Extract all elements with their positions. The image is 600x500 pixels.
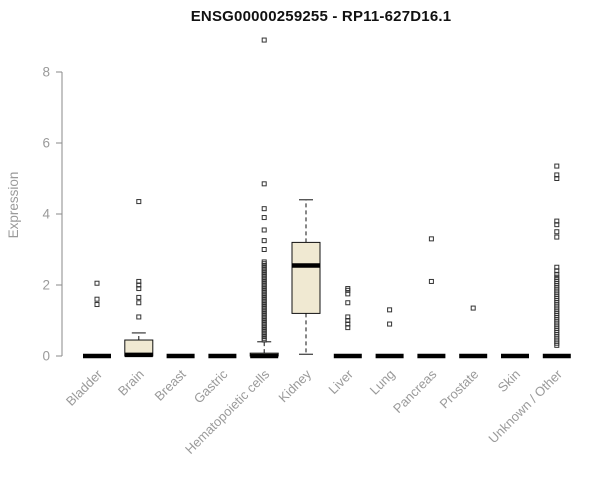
outlier-point bbox=[136, 199, 142, 205]
box-prostate bbox=[459, 305, 488, 359]
outlier-point bbox=[554, 264, 560, 270]
y-tick-label: 8 bbox=[42, 65, 50, 80]
outlier-point bbox=[136, 300, 142, 306]
outlier-point bbox=[554, 218, 560, 224]
outlier-point bbox=[554, 172, 560, 178]
outlier-point bbox=[554, 229, 560, 235]
outlier-point bbox=[554, 274, 560, 280]
box-bladder bbox=[83, 280, 111, 359]
outlier-point bbox=[136, 294, 142, 300]
outlier-point bbox=[261, 215, 267, 221]
iqr-box bbox=[291, 241, 321, 314]
y-axis-title: Expression bbox=[6, 171, 21, 239]
box-liver bbox=[333, 286, 362, 359]
outlier-point bbox=[345, 300, 351, 306]
outlier-point bbox=[94, 296, 100, 302]
x-tick-label: Breast bbox=[152, 366, 189, 403]
chart-title: ENSG00000259255 - RP11-627D16.1 bbox=[190, 8, 452, 25]
outlier-point bbox=[94, 280, 100, 286]
x-tick-label: Lung bbox=[367, 367, 398, 398]
y-axis: 0 2 4 6 8 bbox=[42, 65, 63, 364]
outlier-point bbox=[261, 206, 267, 212]
outlier-point bbox=[261, 181, 267, 187]
y-tick-label: 4 bbox=[42, 207, 50, 222]
y-tick-label: 6 bbox=[42, 136, 50, 151]
outlier-point bbox=[428, 236, 434, 242]
outlier-point bbox=[387, 321, 393, 327]
box-lung bbox=[375, 307, 404, 359]
x-tick-label: Brain bbox=[115, 367, 147, 399]
outlier-point bbox=[387, 307, 393, 313]
outlier-point bbox=[261, 259, 267, 265]
x-tick-label: Unknown / Other bbox=[485, 366, 565, 446]
x-tick-label: Prostate bbox=[436, 367, 481, 412]
box-hematopoietic-cells bbox=[249, 37, 279, 359]
box-kidney bbox=[291, 199, 321, 355]
outlier-point bbox=[261, 37, 267, 43]
outlier-point bbox=[136, 278, 142, 284]
x-tick-label: Kidney bbox=[275, 366, 314, 405]
outlier-point bbox=[345, 286, 351, 292]
outlier-point bbox=[136, 314, 142, 320]
outlier-point bbox=[261, 238, 267, 244]
x-tick-label: Gastric bbox=[191, 366, 231, 406]
x-tick-label: Liver bbox=[325, 366, 356, 397]
outlier-point bbox=[428, 278, 434, 284]
box-unknown-other bbox=[542, 163, 571, 359]
outlier-point bbox=[261, 227, 267, 233]
box-brain bbox=[124, 199, 154, 358]
outlier-point bbox=[554, 163, 560, 169]
outlier-point bbox=[345, 314, 351, 320]
outlier-point bbox=[261, 247, 267, 252]
x-tick-label: Pancreas bbox=[390, 366, 440, 416]
x-tick-label: Skin bbox=[495, 367, 523, 395]
outlier-point bbox=[470, 305, 476, 311]
y-tick-label: 0 bbox=[42, 349, 50, 364]
x-tick-label: Bladder bbox=[63, 366, 106, 409]
outlier-point bbox=[554, 234, 560, 240]
box-pancreas bbox=[417, 236, 446, 359]
outlier-point bbox=[94, 302, 100, 308]
y-tick-label: 2 bbox=[42, 278, 50, 293]
